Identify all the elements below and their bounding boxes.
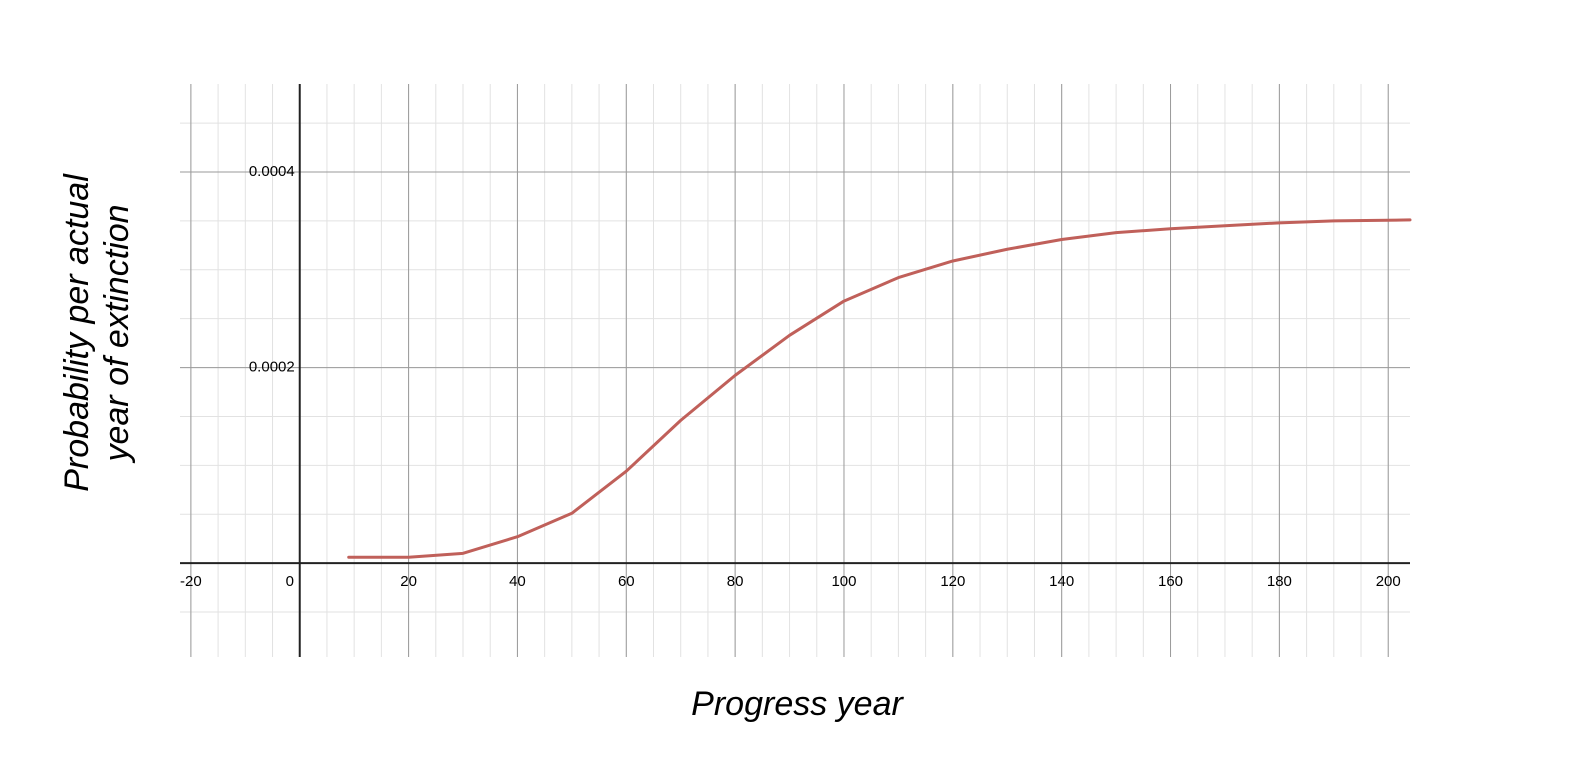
x-tick-label: 200 [1376, 573, 1401, 590]
y-tick-label: 0.0002 [249, 359, 295, 376]
x-tick-label: -20 [180, 573, 202, 590]
x-tick-label: 120 [940, 573, 965, 590]
y-tick-label: 0.0004 [249, 163, 295, 180]
line-series [347, 218, 1412, 559]
x-tick-label: 0 [286, 573, 294, 590]
x-tick-label: 160 [1158, 573, 1183, 590]
y-axis-title: Probability per actual year of extinctio… [58, 173, 136, 492]
y-axis-title-line: Probability per actual [58, 173, 96, 492]
x-tick-label: 40 [509, 573, 526, 590]
x-tick-label: 100 [831, 573, 856, 590]
x-tick-label: 80 [727, 573, 744, 590]
x-axis-title: Progress year [691, 685, 904, 723]
x-tick-label: 140 [1049, 573, 1074, 590]
x-tick-label: 180 [1267, 573, 1292, 590]
y-axis-title-line: year of extinction [98, 204, 136, 463]
x-tick-label: 60 [618, 573, 635, 590]
x-tick-label: 20 [400, 573, 417, 590]
